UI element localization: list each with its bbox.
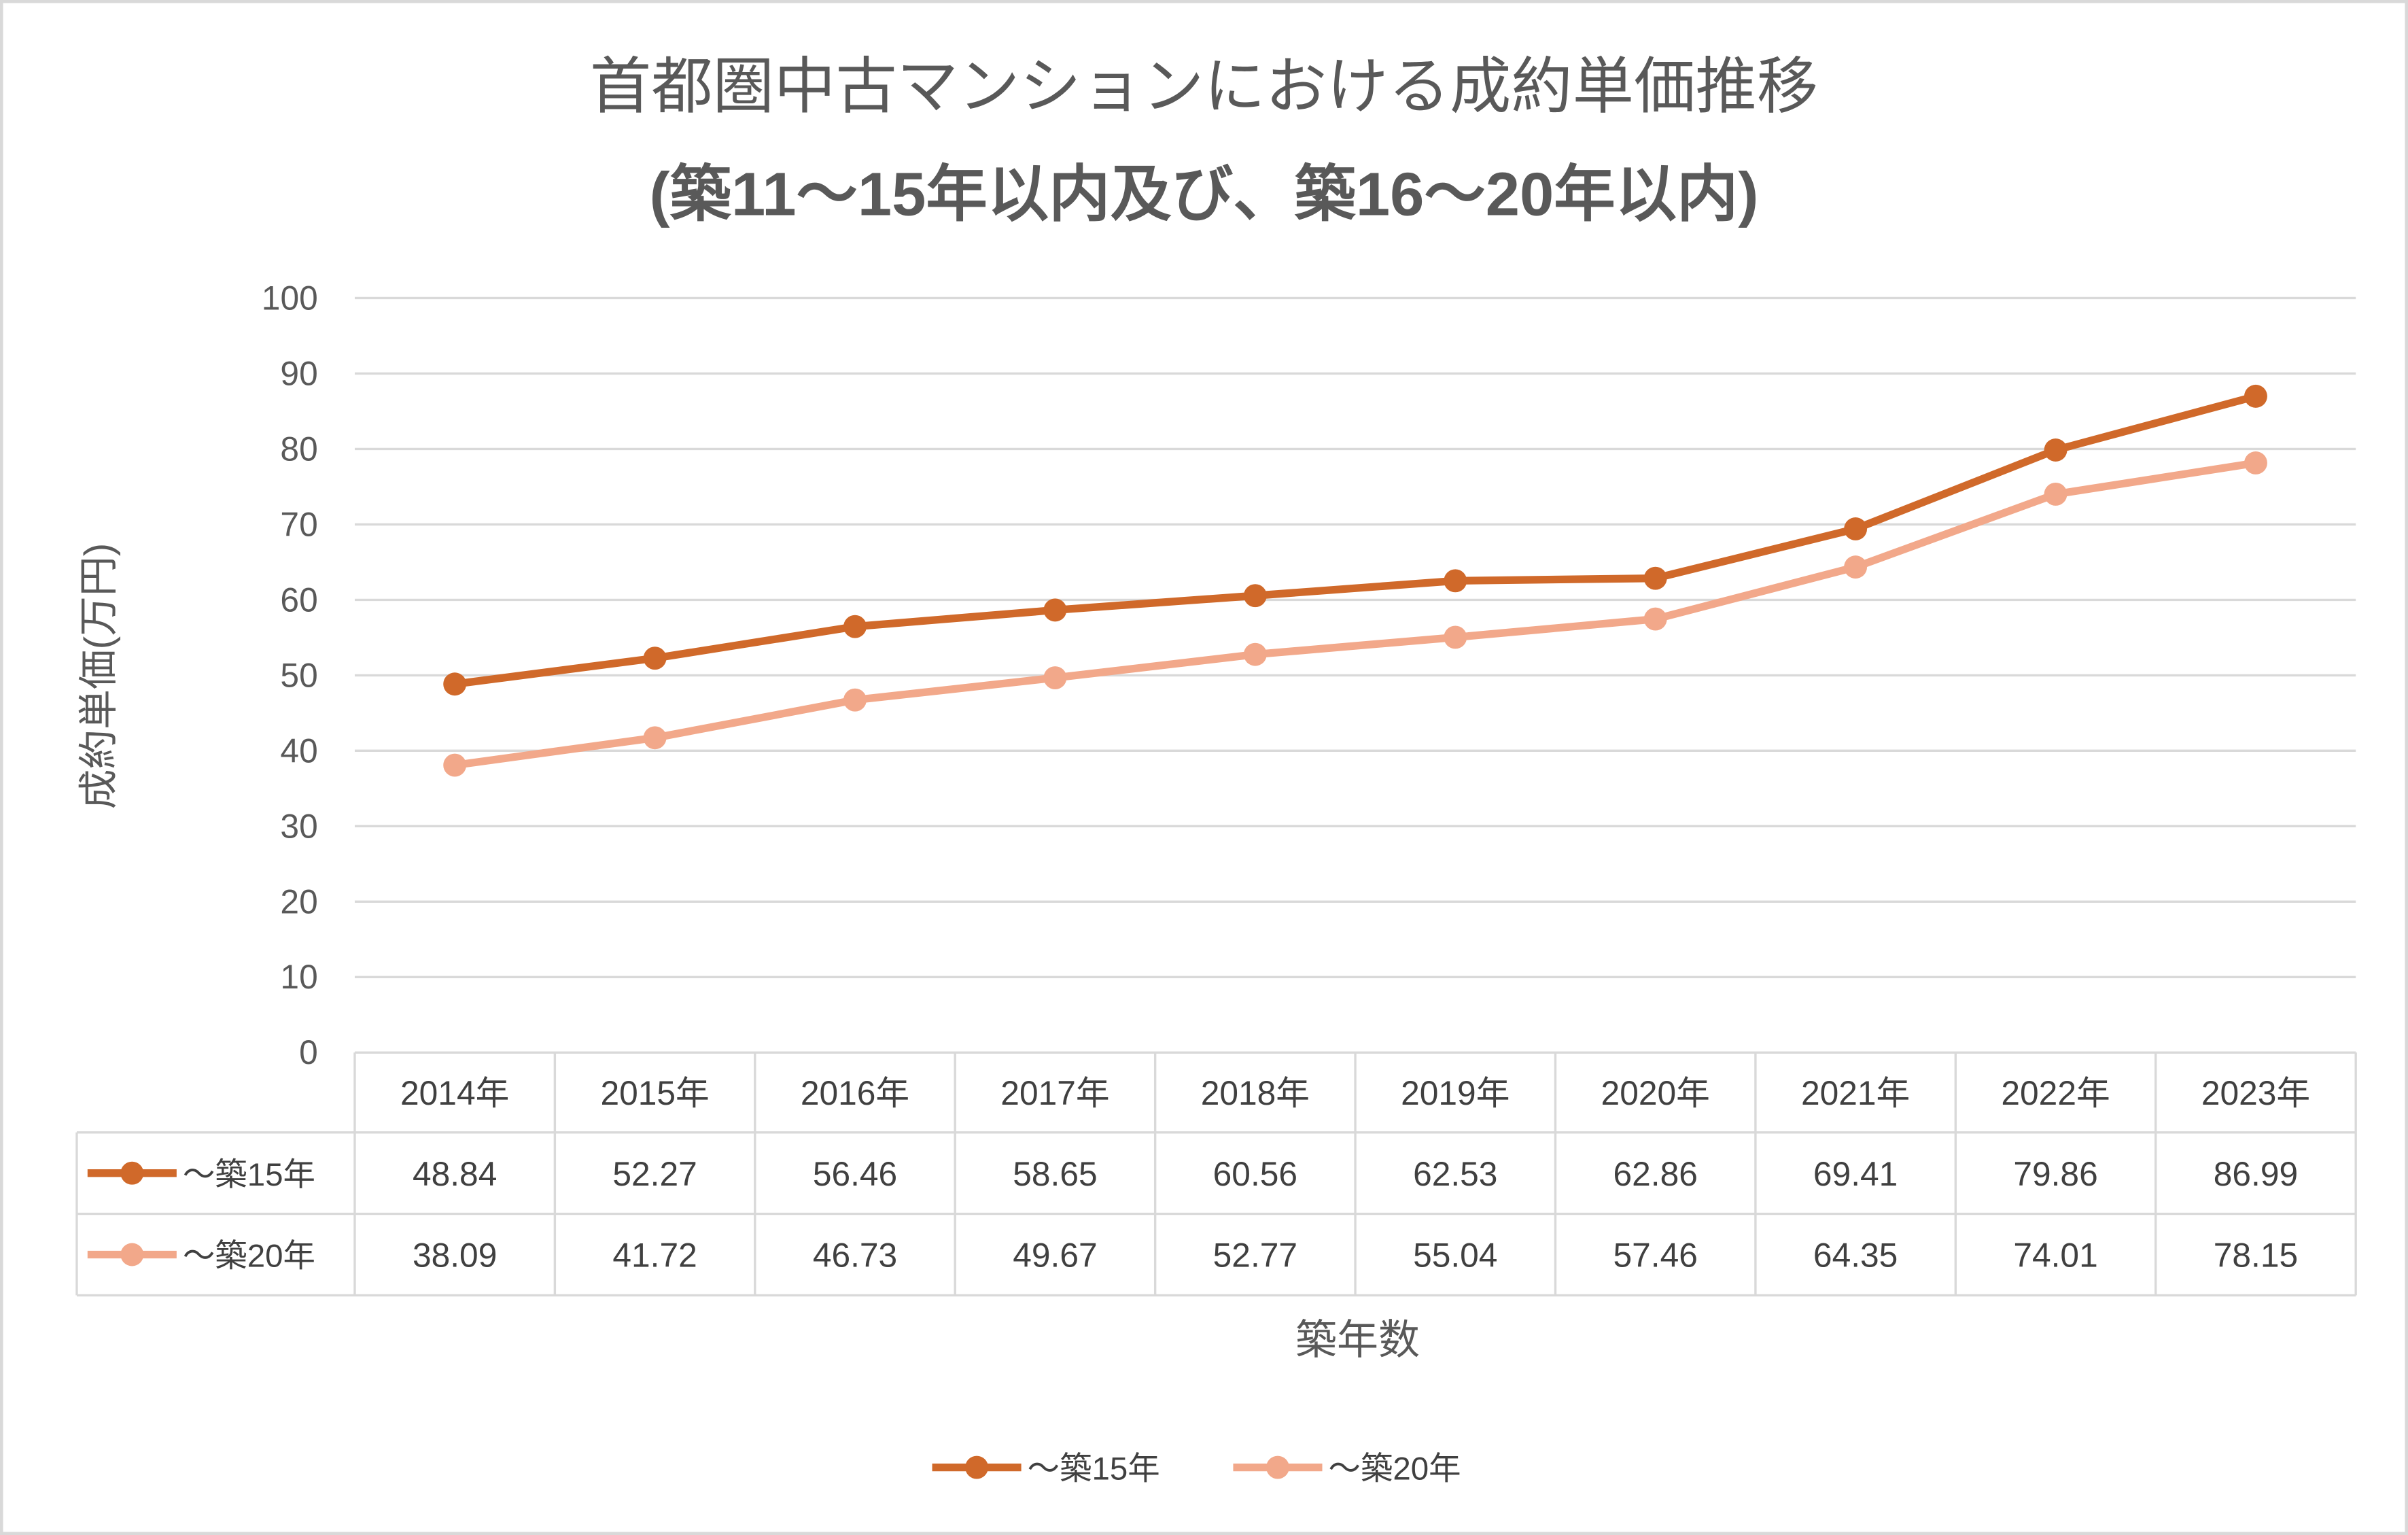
y-axis-title: 成約単価(万円) — [77, 543, 121, 810]
series-1-point — [1043, 598, 1067, 622]
series-2-point — [843, 688, 867, 712]
y-tick-label: 80 — [280, 430, 317, 468]
series-1-point — [1643, 566, 1667, 590]
table-row-label: ～築15年 — [183, 1157, 315, 1193]
table-value-cell: 46.73 — [813, 1237, 897, 1275]
table-value-cell: 78.15 — [2214, 1237, 2298, 1275]
y-tick-label: 100 — [262, 279, 318, 317]
series-1-point — [1444, 569, 1467, 593]
table-value-cell: 86.99 — [2214, 1155, 2298, 1193]
y-tick-label: 10 — [280, 958, 317, 996]
series-line — [451, 392, 2260, 688]
table-header-cell: 2019年 — [1401, 1074, 1510, 1112]
chart-title: 首都圏中古マンションにおける成約単価推移 — [590, 52, 1818, 121]
table-value-cell: 62.53 — [1413, 1155, 1497, 1193]
table-value-cell: 49.67 — [1013, 1237, 1097, 1275]
table-value-cell: 52.77 — [1213, 1237, 1297, 1275]
series-2-point — [1444, 625, 1467, 649]
x-axis-title: 築年数 — [1295, 1316, 1420, 1362]
table-header-cell: 2022年 — [2001, 1074, 2110, 1112]
table-header-cell: 2014年 — [400, 1074, 509, 1112]
series-2-point — [2044, 482, 2067, 506]
table-value-cell: 79.86 — [2013, 1155, 2097, 1193]
series-1-point — [443, 672, 467, 696]
legend-item: ～築20年 — [1233, 1451, 1461, 1487]
chart-subtitle: (築11～15年以内及び、築16～20年以内) — [650, 160, 1759, 228]
y-tick-label: 50 — [280, 656, 317, 694]
table-header-cell: 2021年 — [1801, 1074, 1910, 1112]
legend-key-marker — [1266, 1455, 1289, 1479]
series-1-point — [2044, 438, 2067, 462]
table-value-cell: 57.46 — [1613, 1237, 1698, 1275]
series-2-point — [643, 726, 667, 750]
y-tick-label: 30 — [280, 807, 317, 845]
table-header-cell: 2017年 — [1000, 1074, 1109, 1112]
table-row-label: ～築20年 — [183, 1239, 315, 1275]
table-value-cell: 38.09 — [413, 1237, 497, 1275]
series-2-point — [1243, 642, 1267, 666]
table-value-cell: 58.65 — [1013, 1155, 1097, 1193]
gridlines — [354, 296, 2356, 1054]
table-value-cell: 74.01 — [2013, 1237, 2097, 1275]
table-value-cell: 52.27 — [612, 1155, 697, 1193]
series-2-point — [1043, 666, 1067, 689]
table-value-cell: 41.72 — [612, 1237, 697, 1275]
series-1-point — [1243, 584, 1267, 608]
table-value-cell: 56.46 — [813, 1155, 897, 1193]
table-legend-key-marker — [120, 1161, 144, 1185]
legend: ～築15年 ～築20年 — [932, 1451, 1461, 1487]
legend-label: ～築20年 — [1329, 1451, 1461, 1487]
series-1-point — [1844, 517, 1868, 540]
table-header-cell: 2016年 — [801, 1074, 909, 1112]
series-1-point — [2244, 384, 2267, 408]
table-header-cell: 2023年 — [2201, 1074, 2310, 1112]
series-1-point — [843, 615, 867, 638]
y-tick-label: 90 — [280, 354, 317, 392]
table-header-cell: 2018年 — [1201, 1074, 1310, 1112]
y-tick-label: 20 — [280, 882, 317, 920]
series-2-point — [1844, 555, 1868, 579]
series-1-point — [643, 646, 667, 670]
y-tick-label: 60 — [280, 581, 317, 619]
legend-key-marker — [965, 1455, 989, 1479]
y-tick-label: 70 — [280, 505, 317, 543]
y-tick-labels: 0 10 20 30 40 50 60 70 80 90 100 — [262, 279, 318, 1071]
series-2-point — [443, 753, 467, 777]
table-value-cell: 64.35 — [1813, 1237, 1898, 1275]
legend-label: ～築15年 — [1028, 1451, 1160, 1487]
table-value-cell: 69.41 — [1813, 1155, 1898, 1193]
table-header-cell: 2015年 — [600, 1074, 709, 1112]
table-value-cell: 60.56 — [1213, 1155, 1297, 1193]
series-2-point — [1643, 607, 1667, 631]
table-header-cell: 2020年 — [1601, 1074, 1710, 1112]
legend-item: ～築15年 — [932, 1451, 1160, 1487]
data-table: 2014年 2015年 2016年 2017年 2018年 2019年 2020年 2021年… — [75, 1052, 2357, 1297]
series-line — [451, 459, 2260, 770]
series-2-point — [2244, 451, 2267, 475]
table-value-cell: 55.04 — [1413, 1237, 1497, 1275]
table-legend-key-marker — [120, 1243, 144, 1266]
y-tick-label: 0 — [299, 1033, 318, 1071]
table-value-cell: 48.84 — [413, 1155, 497, 1193]
table-value-cell: 62.86 — [1613, 1155, 1698, 1193]
plot-series — [443, 384, 2267, 777]
y-tick-label: 40 — [280, 731, 317, 770]
